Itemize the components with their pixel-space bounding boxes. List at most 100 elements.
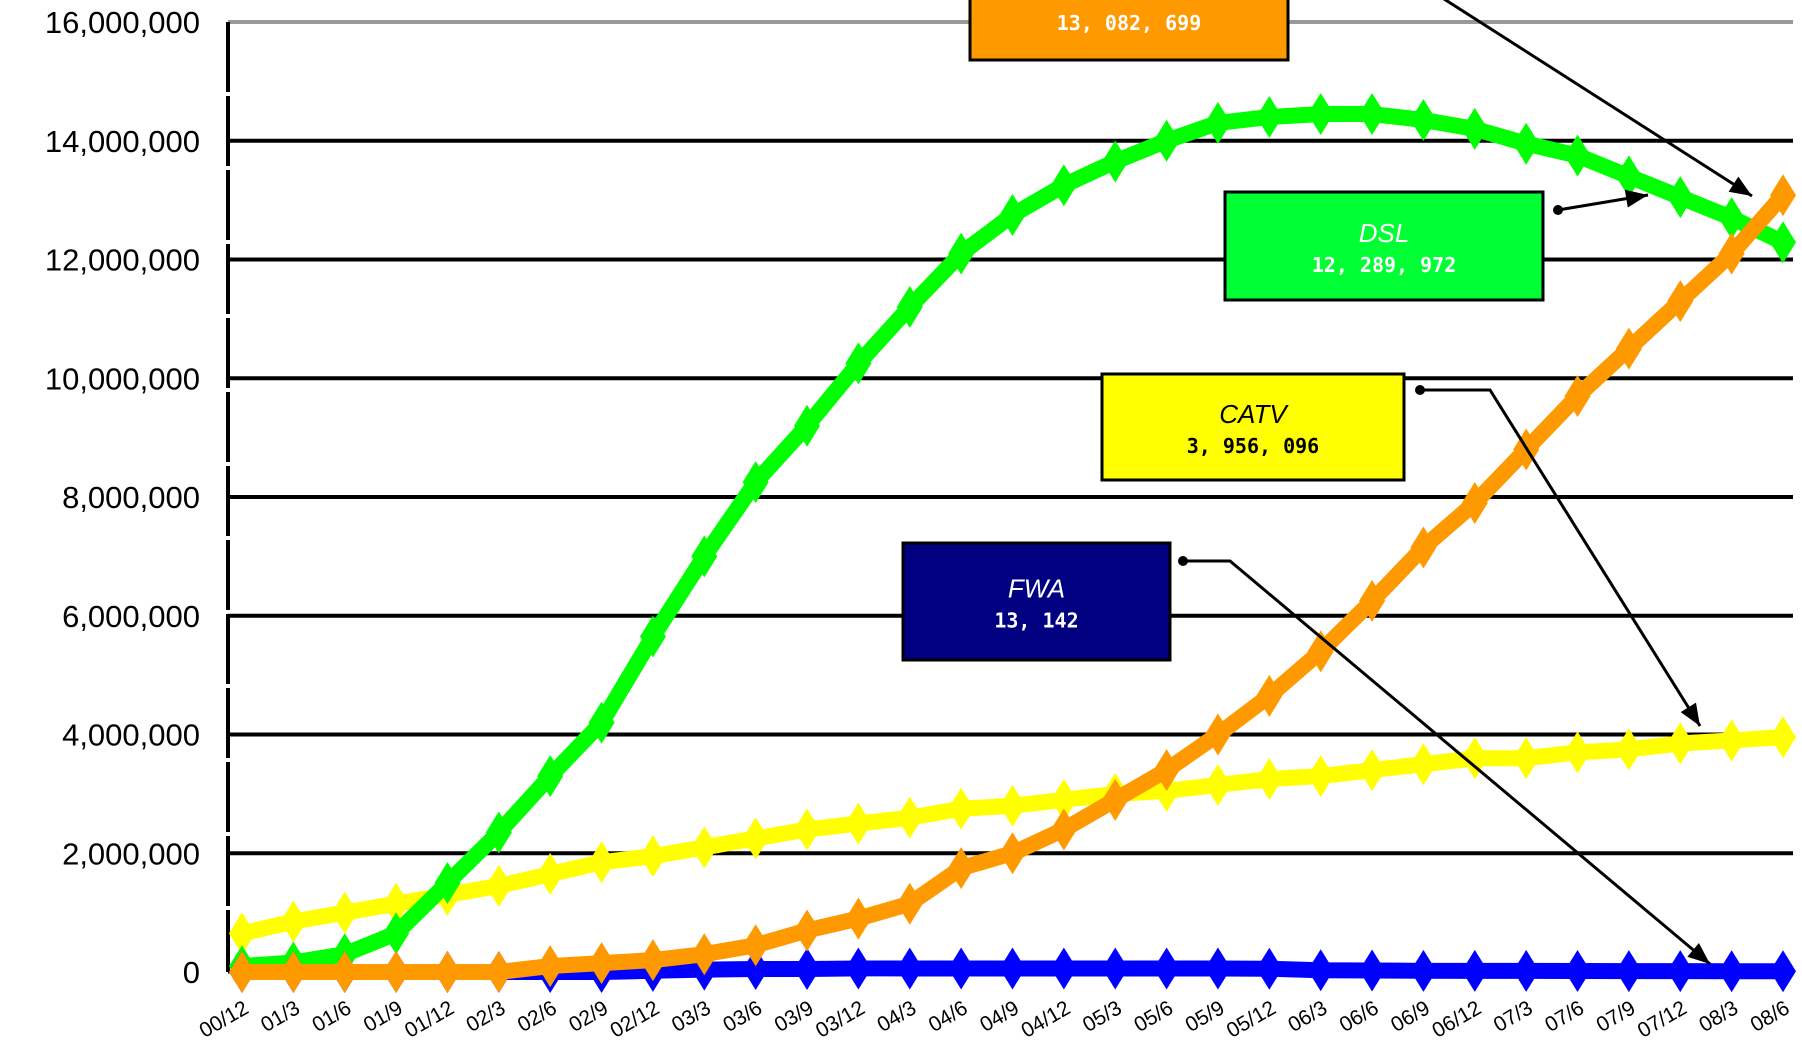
callout-fwa: FWA 13, 142 bbox=[901, 541, 1711, 966]
x-tick-label: 01/6 bbox=[308, 996, 355, 1036]
data-point-dsl bbox=[1359, 93, 1386, 136]
data-point-dsl bbox=[1204, 101, 1231, 144]
x-tick-label: 01/9 bbox=[360, 996, 407, 1036]
data-point-dsl bbox=[845, 342, 872, 385]
data-point-dsl bbox=[383, 912, 410, 955]
x-tick-label: 07/3 bbox=[1490, 996, 1537, 1036]
callout-box bbox=[901, 541, 1172, 662]
data-point-catv bbox=[742, 817, 769, 860]
data-point-fwa bbox=[1513, 949, 1540, 992]
series-layer bbox=[229, 93, 1796, 993]
x-tick-label: 04/12 bbox=[1017, 996, 1074, 1042]
data-point-fwa bbox=[1461, 949, 1488, 992]
data-point-dsl bbox=[1461, 107, 1488, 150]
data-point-catv bbox=[1770, 716, 1796, 759]
arrow-head bbox=[1624, 189, 1648, 208]
x-tick-label: 01/3 bbox=[257, 996, 304, 1036]
data-point-ftth bbox=[1718, 232, 1745, 275]
x-tick-label: 02/12 bbox=[606, 996, 663, 1042]
data-point-catv bbox=[1564, 731, 1591, 774]
data-point-catv bbox=[588, 841, 615, 884]
callout-value: 13, 142 bbox=[994, 609, 1078, 633]
data-point-catv bbox=[1667, 722, 1694, 765]
data-point-dsl bbox=[948, 232, 975, 275]
x-tick-label: 07/9 bbox=[1593, 996, 1640, 1036]
callout-value: 3, 956, 096 bbox=[1187, 434, 1319, 458]
data-point-fwa bbox=[1667, 950, 1694, 993]
data-point-ftth bbox=[280, 951, 307, 993]
x-tick-label: 03/9 bbox=[771, 996, 818, 1036]
leader-dot bbox=[1178, 556, 1188, 566]
data-point-dsl bbox=[1615, 155, 1642, 198]
x-tick-label: 05/3 bbox=[1079, 996, 1126, 1036]
callout-name: CATV bbox=[1219, 399, 1289, 429]
callout-name: FWA bbox=[1008, 574, 1065, 604]
x-tick-label: 02/9 bbox=[565, 996, 612, 1036]
y-tick-label: 4,000,000 bbox=[62, 718, 200, 753]
data-point-ftth bbox=[1461, 481, 1488, 524]
x-tick-label: 07/6 bbox=[1541, 996, 1588, 1036]
data-point-ftth bbox=[434, 951, 461, 993]
data-point-catv bbox=[845, 802, 872, 845]
data-point-fwa bbox=[794, 948, 821, 991]
data-point-fwa bbox=[999, 947, 1026, 990]
x-tick-label: 03/12 bbox=[812, 996, 869, 1042]
data-point-catv bbox=[1359, 749, 1386, 792]
data-point-catv bbox=[383, 882, 410, 925]
data-point-catv bbox=[1461, 737, 1488, 780]
x-tick-label: 04/6 bbox=[925, 996, 972, 1036]
data-point-fwa bbox=[1410, 949, 1437, 992]
data-point-fwa bbox=[1204, 947, 1231, 990]
data-point-fwa bbox=[1615, 950, 1642, 993]
data-point-catv bbox=[1718, 719, 1745, 762]
callout-value: 13, 082, 699 bbox=[1057, 11, 1202, 35]
data-point-ftth bbox=[999, 832, 1026, 875]
data-point-ftth bbox=[742, 924, 769, 967]
data-point-dsl bbox=[1564, 134, 1591, 177]
data-point-ftth bbox=[948, 847, 975, 890]
data-point-fwa bbox=[1102, 947, 1129, 990]
y-tick-label: 6,000,000 bbox=[62, 599, 200, 634]
data-point-ftth bbox=[896, 882, 923, 925]
x-tick-label: 03/3 bbox=[668, 996, 715, 1036]
x-tick-label: 07/12 bbox=[1634, 996, 1691, 1042]
x-tick-label: 02/6 bbox=[514, 996, 561, 1036]
data-point-dsl bbox=[1050, 164, 1077, 207]
data-point-ftth bbox=[1102, 778, 1129, 821]
data-point-dsl bbox=[485, 811, 512, 854]
data-point-catv bbox=[896, 796, 923, 839]
x-tick-label: 05/9 bbox=[1182, 996, 1229, 1036]
data-point-dsl bbox=[1307, 93, 1334, 136]
callout-catv: CATV 3, 956, 096 bbox=[1100, 372, 1702, 727]
series-catv bbox=[229, 716, 1796, 955]
data-point-catv bbox=[999, 784, 1026, 827]
data-point-ftth bbox=[485, 951, 512, 993]
data-point-catv bbox=[280, 900, 307, 943]
x-tick-label: 06/6 bbox=[1336, 996, 1383, 1036]
callout-box bbox=[1100, 372, 1406, 482]
data-point-catv bbox=[1615, 728, 1642, 771]
data-point-dsl bbox=[691, 535, 718, 578]
data-point-ftth bbox=[639, 939, 666, 982]
data-point-ftth bbox=[1667, 280, 1694, 323]
leader-line bbox=[1183, 559, 1711, 966]
data-point-catv bbox=[1513, 737, 1540, 780]
y-tick-label: 14,000,000 bbox=[45, 124, 200, 159]
data-point-ftth bbox=[1359, 579, 1386, 622]
x-tick-label: 02/3 bbox=[462, 996, 509, 1036]
data-point-dsl bbox=[1102, 140, 1129, 183]
data-point-catv bbox=[794, 808, 821, 851]
callout-name: DSL bbox=[1359, 218, 1410, 248]
data-point-dsl bbox=[1667, 176, 1694, 219]
x-tick-label: 06/12 bbox=[1428, 996, 1485, 1042]
data-point-fwa bbox=[948, 947, 975, 990]
data-point-ftth bbox=[845, 897, 872, 940]
data-point-fwa bbox=[1307, 949, 1334, 992]
data-point-fwa bbox=[896, 947, 923, 990]
data-point-ftth bbox=[331, 951, 358, 993]
data-point-fwa bbox=[1050, 947, 1077, 990]
x-tick-label: 04/3 bbox=[873, 996, 920, 1036]
arrow-head bbox=[1728, 176, 1752, 196]
data-point-fwa bbox=[1359, 949, 1386, 992]
